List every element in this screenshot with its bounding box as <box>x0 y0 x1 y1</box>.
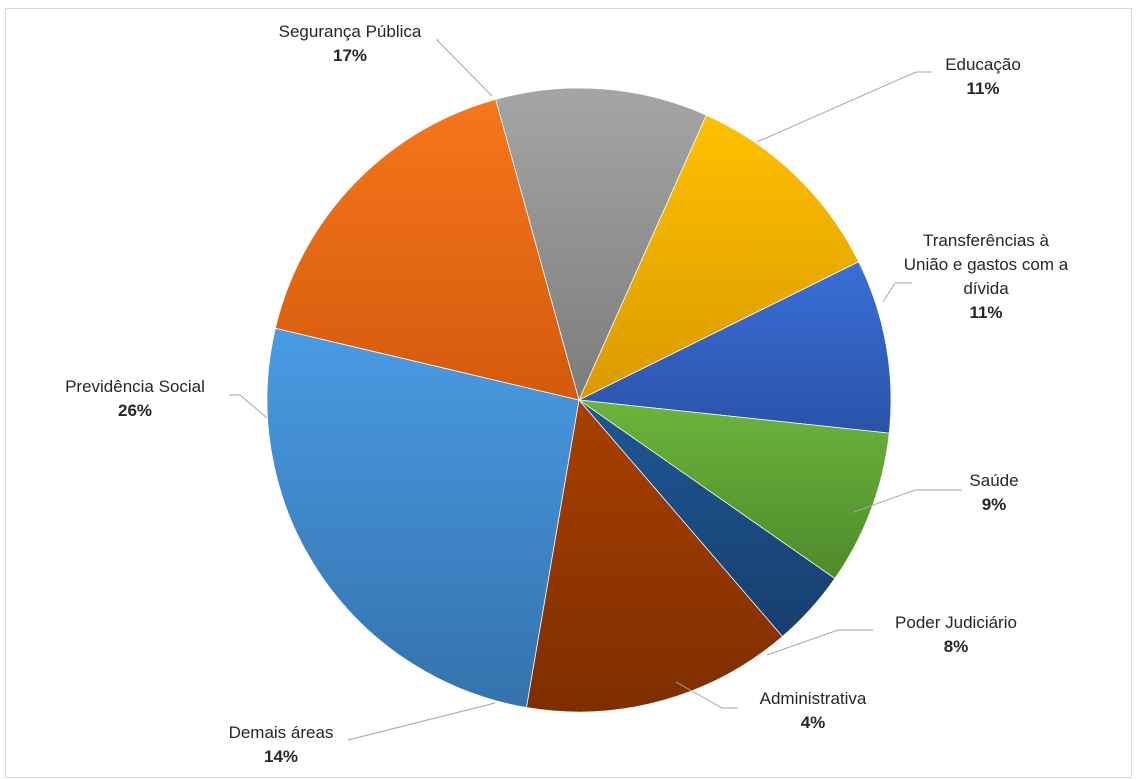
category-label: Transferências à <box>923 231 1050 250</box>
category-label: dívida <box>963 279 1009 298</box>
percent-label: 17% <box>333 46 367 65</box>
leader-line-administrativa <box>675 681 738 709</box>
leader-line-educacao <box>756 71 932 143</box>
leader-line-previdencia-social <box>229 394 268 419</box>
data-label-administrativa: Administrativa 4% <box>760 689 867 732</box>
percent-label: 26% <box>118 401 152 420</box>
category-label: Administrativa <box>760 689 867 708</box>
leader-line-transferencias <box>882 282 912 303</box>
percent-label: 4% <box>801 713 826 732</box>
category-label: Educação <box>945 55 1021 74</box>
pie-slice-saude <box>577 261 892 434</box>
category-label: Poder Judiciário <box>895 613 1017 632</box>
pie-slice-demais-areas <box>525 399 783 713</box>
data-label-demais-areas: Demais áreas 14% <box>229 723 334 766</box>
percent-label: 9% <box>982 495 1007 514</box>
category-label: Segurança Pública <box>279 22 422 41</box>
data-label-previdencia-social: Previdência Social 26% <box>65 377 205 420</box>
data-label-transferencias: Transferências à União e gastos com a dívi… <box>904 231 1069 322</box>
data-label-poder-judiciario: Poder Judiciário 8% <box>895 613 1017 656</box>
pie-slice-transferencias <box>578 114 860 401</box>
category-label: Demais áreas <box>229 723 334 742</box>
category-label: União e gastos com a <box>904 255 1069 274</box>
pie-slice-previdencia-social <box>266 327 580 708</box>
percent-label: 8% <box>944 637 969 656</box>
leader-line-seguranca-publica <box>435 39 493 97</box>
pie-slice-poder-judiciario <box>578 399 890 580</box>
data-label-educacao: Educação 11% <box>945 55 1021 98</box>
percent-label: 14% <box>264 747 298 766</box>
leader-line-demais-areas <box>347 702 496 741</box>
percent-label: 11% <box>969 303 1002 322</box>
pie-slice-educacao <box>495 87 707 402</box>
leader-line-poder-judiciario <box>766 629 873 656</box>
category-label: Saúde <box>969 471 1018 490</box>
leader-line-saude <box>853 489 962 513</box>
category-label: Previdência Social <box>65 377 205 396</box>
pie-slice-seguranca-publica <box>274 98 580 401</box>
percent-label: 11% <box>966 79 999 98</box>
data-label-saude: Saúde 9% <box>969 471 1018 514</box>
data-label-seguranca-publica: Segurança Pública 17% <box>279 22 422 65</box>
